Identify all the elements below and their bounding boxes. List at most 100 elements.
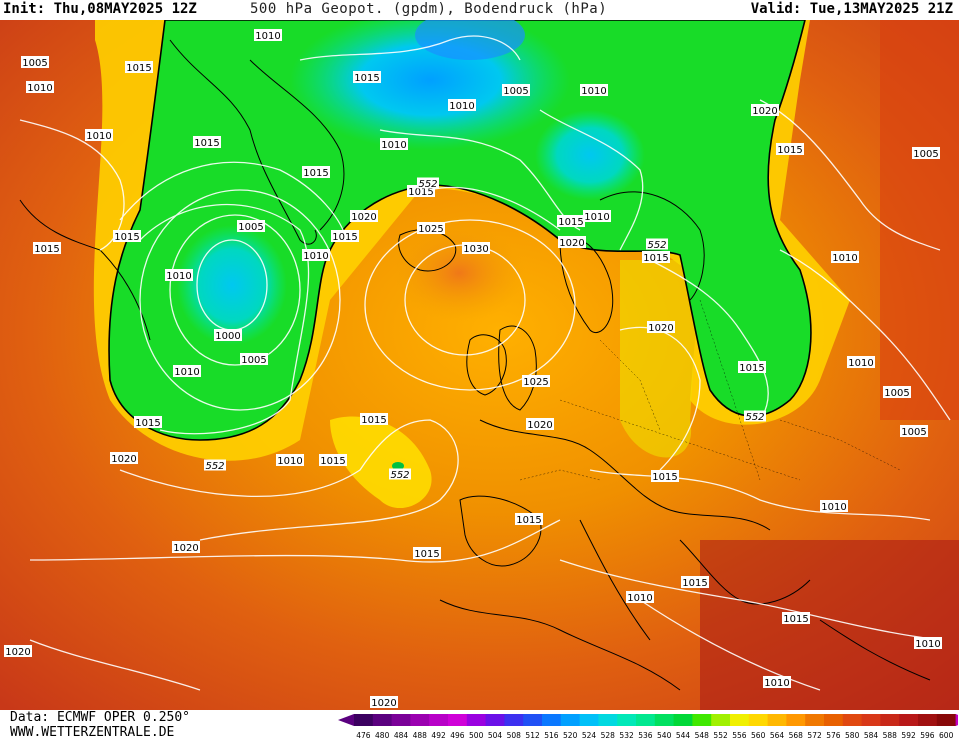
isobar-label: 1015 (413, 547, 441, 560)
isobar-label: 1030 (462, 242, 490, 255)
color-scale-legend: 476 480 484 488 492 496 500 504 508 512 516 520 524 5… (338, 714, 958, 740)
isobar-label-box (125, 61, 153, 73)
isobar-label-text: 1005 (503, 86, 528, 97)
isobar-label-box (914, 637, 942, 649)
isobar-label-box (254, 29, 282, 41)
isobar-label-box (681, 576, 709, 588)
isobar-label: 1015 (319, 454, 347, 467)
isobar-label: 1020 (526, 418, 554, 431)
isobar-label-text: 1010 (277, 456, 302, 467)
isobar-label: 1015 (651, 470, 679, 483)
isobar-label-text: 1010 (627, 593, 652, 604)
isobar-label-text: 1020 (527, 420, 552, 431)
isobar-label-box (33, 242, 61, 254)
scale-swatch (880, 714, 900, 726)
isobar-label-box (193, 136, 221, 148)
isobar-label: 1015 (331, 230, 359, 243)
isobar-label: 1025 (522, 375, 550, 388)
isobar-label-box (522, 375, 550, 387)
scale-swatch (372, 714, 393, 726)
isobar-label: 1010 (85, 129, 113, 142)
isobar-label-box (448, 99, 476, 111)
isobar-label-text: 1015 (114, 232, 139, 243)
isobar-label: 1010 (626, 591, 654, 604)
scale-swatch (598, 714, 618, 726)
isobar-label-box (626, 591, 654, 603)
scale-swatch (354, 714, 374, 726)
isobar-label-box (847, 356, 875, 368)
scale-tick-label: 588 (883, 731, 898, 740)
isobar-label: 1015 (515, 513, 543, 526)
scale-tick-label: 584 (864, 731, 879, 740)
isobar-label-text: 1015 (361, 415, 386, 426)
low-cyan-scandinavia (535, 110, 645, 200)
isobar-label-box (353, 71, 381, 83)
scale-swatch (805, 714, 825, 726)
isobar-label-box (820, 500, 848, 512)
isobar-label-box (240, 353, 268, 365)
isobar-label-box (502, 84, 530, 96)
isobar-label: 1010 (831, 251, 859, 264)
isobar-label-box (4, 645, 32, 657)
isobar-label-text: 1010 (915, 639, 940, 650)
contour-label-box (389, 468, 411, 480)
scale-swatch (748, 714, 769, 726)
isobar-label-text: 1015 (652, 472, 677, 483)
isobar-label-text: 1010 (27, 83, 52, 94)
init-time-label: Init: Thu,08MAY2025 12Z (3, 1, 197, 17)
isobar-label-text: 1010 (821, 502, 846, 513)
isobar-label-box (763, 676, 791, 688)
isobar-label-text: 1010 (449, 101, 474, 112)
isobar-label: 1005 (912, 147, 940, 160)
isobar-label: 1020 (4, 645, 32, 658)
isobar-label-text: 1015 (783, 614, 808, 625)
contour-label-text: 552 (647, 240, 666, 251)
isobar-label-text: 1005 (913, 149, 938, 160)
scale-swatch (673, 714, 693, 726)
isobar-label-box (526, 418, 554, 430)
isobar-label-box (558, 236, 586, 248)
isobar-label-text: 1015 (558, 217, 583, 228)
isobar-label-box (21, 56, 49, 68)
scale-tick-label: 524 (582, 731, 597, 740)
isobar-label-text: 1020 (371, 698, 396, 709)
isobar-label-box (276, 454, 304, 466)
isobar-label: 1020 (110, 452, 138, 465)
isobar-label-box (417, 222, 445, 234)
isobar-label-box (360, 413, 388, 425)
scale-swatch (448, 714, 468, 726)
isobar-label: 1010 (914, 637, 942, 650)
isobar-label-text: 1015 (408, 187, 433, 198)
scale-tick-label: 528 (601, 731, 616, 740)
scale-arrow-right (955, 714, 958, 726)
isobar-label-box (583, 210, 611, 222)
valid-time-label: Valid: Tue,13MAY2025 21Z (750, 1, 953, 17)
isobar-label-text: 1015 (34, 244, 59, 255)
scale-tick-label: 532 (619, 731, 634, 740)
weather-map: 1010 1005 1015 1010 1015 1005 1010 1010 1020 1010… (0, 20, 959, 710)
isobar-labels: 1010 1005 1015 1010 1015 1005 1010 1010 1020 1010… (4, 29, 942, 709)
low-cyan-west (177, 225, 287, 345)
scale-swatch (542, 714, 562, 726)
isobar-label-text: 1030 (463, 244, 488, 255)
field-east-red (880, 20, 959, 420)
isobar-label: 1010 (26, 81, 54, 94)
isobar-label-box (912, 147, 940, 159)
scale-tick-label: 596 (920, 731, 935, 740)
isobar-label-box (515, 513, 543, 525)
isobar-label: 1015 (353, 71, 381, 84)
map-header: Init: Thu,08MAY2025 12Z 500 hPa Geopot. … (0, 0, 959, 20)
isobar-label: 1020 (172, 541, 200, 554)
isobar-label-box (751, 104, 779, 116)
yellow-band-central (330, 416, 432, 509)
scale-swatch (485, 714, 505, 726)
isobar-label-box (85, 129, 113, 141)
isobar-label: 1010 (276, 454, 304, 467)
isobar-label: 1020 (558, 236, 586, 249)
scale-swatch (523, 714, 543, 726)
scale-swatch (730, 714, 750, 726)
scale-swatch (936, 714, 957, 726)
map-footer: Data: ECMWF OPER 0.250° WWW.WETTERZENTRA… (0, 710, 959, 741)
scale-tick-label: 480 (375, 731, 390, 740)
contour-label-box (417, 177, 439, 189)
